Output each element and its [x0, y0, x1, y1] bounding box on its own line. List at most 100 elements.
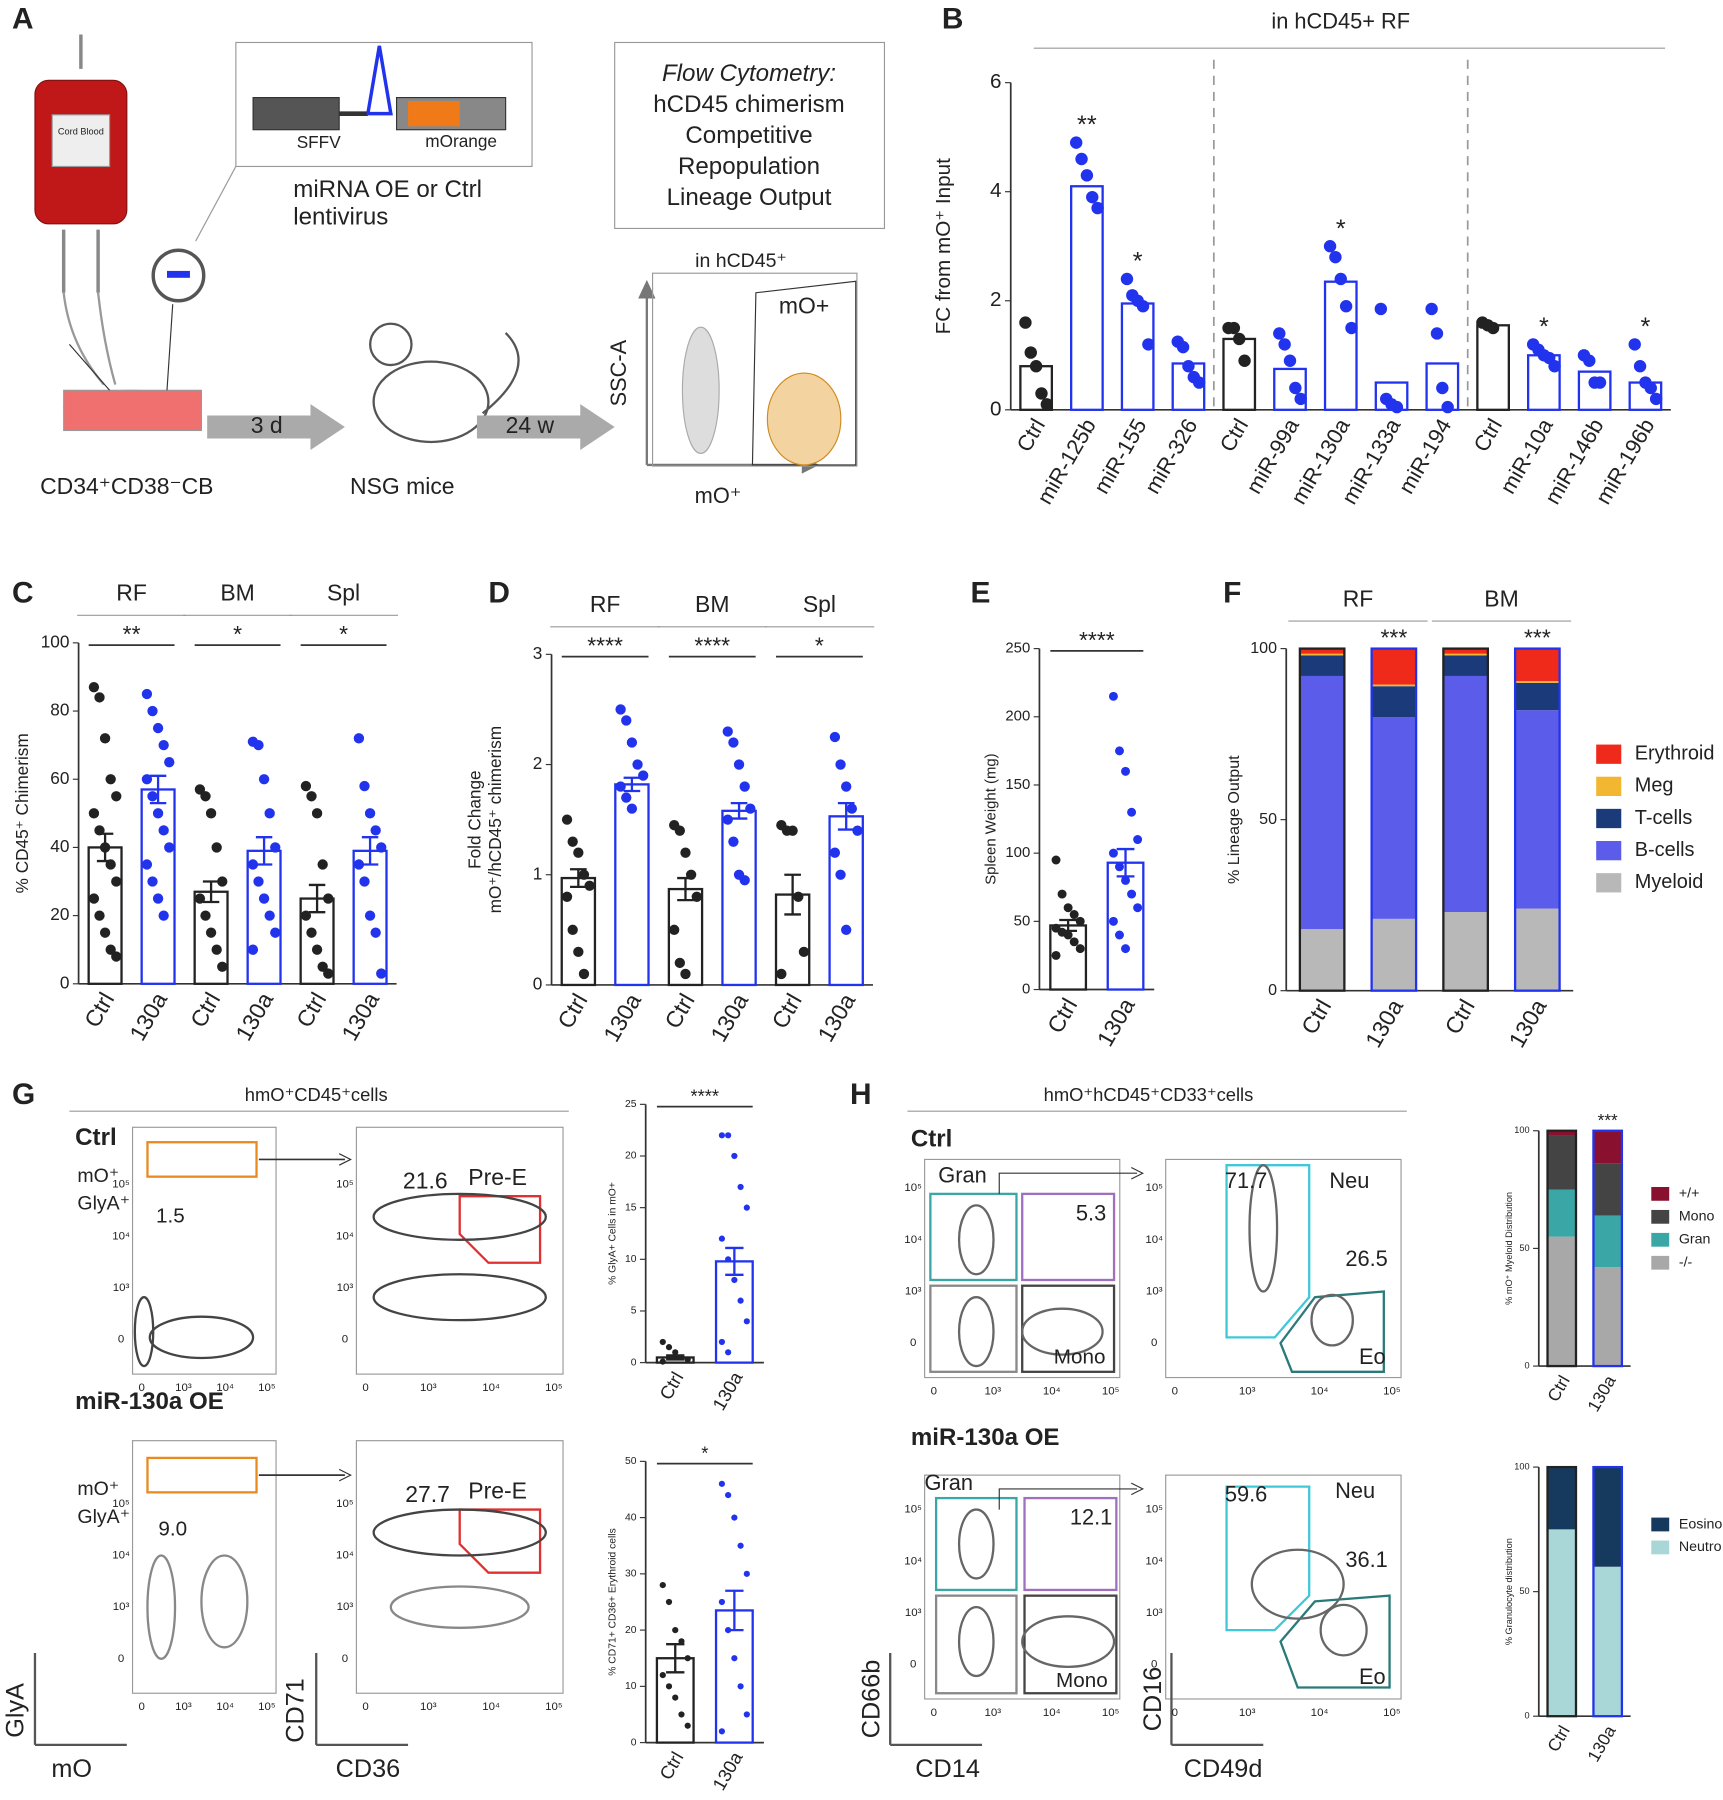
- flow-tick: 0: [139, 1701, 145, 1713]
- error-bar: [361, 836, 379, 866]
- significance: ****: [691, 1085, 720, 1106]
- flow-tick: 0: [910, 1337, 916, 1349]
- error-bar: [149, 774, 167, 805]
- data-point: [725, 1256, 732, 1263]
- data-point: [1628, 338, 1641, 351]
- data-point: [99, 733, 111, 744]
- x-tick-label: 130a: [124, 988, 172, 1045]
- bar-segment: [1593, 1267, 1622, 1367]
- data-point: [141, 774, 153, 785]
- data-point: [205, 927, 217, 938]
- data-point: [722, 726, 733, 737]
- data-point: [1051, 950, 1061, 960]
- y-tick-label: 40: [50, 836, 69, 856]
- data-point: [584, 880, 595, 891]
- legend-swatch: [1651, 1540, 1670, 1555]
- flow-tick: 10⁴: [904, 1555, 922, 1567]
- x-tick-label: Ctrl: [1215, 414, 1254, 456]
- y-tick-label: 0: [1268, 981, 1277, 999]
- bar: [1323, 280, 1358, 411]
- gate-label: mO+: [779, 293, 829, 319]
- bar-segment: [1515, 908, 1560, 991]
- data-point: [147, 705, 158, 717]
- data-point: [684, 1356, 691, 1363]
- significance: ***: [1524, 624, 1551, 650]
- bar-segment: [1371, 686, 1417, 718]
- y-tick-label: 50: [1014, 912, 1031, 929]
- flow-tick: 0: [910, 1659, 916, 1671]
- data-point: [615, 704, 626, 715]
- x-tick-label: Ctrl: [1543, 1722, 1574, 1755]
- data-point: [1593, 376, 1607, 389]
- gate-label: Gran: [938, 1162, 986, 1187]
- bar-outline: [1513, 647, 1561, 992]
- panel-letter: G: [12, 1078, 35, 1111]
- data-point: [1192, 376, 1206, 389]
- data-point: [258, 774, 270, 785]
- data-point: [615, 781, 626, 792]
- data-point: [152, 808, 164, 819]
- data-point: [164, 842, 175, 853]
- flow-axis-label: CD66b: [858, 1660, 886, 1739]
- panel-letter: F: [1223, 577, 1241, 610]
- bar: [714, 1260, 754, 1364]
- y-tick-label: 0: [631, 1357, 637, 1368]
- legend-label: T-cells: [1635, 807, 1693, 829]
- bar-segment: [1443, 912, 1488, 991]
- data-point: [1040, 398, 1054, 411]
- bar: [1476, 324, 1510, 411]
- flow-title: hmO⁺hCD45⁺CD33⁺cells: [1044, 1084, 1254, 1105]
- data-point: [728, 737, 739, 748]
- condition-label: miR-130a OE: [75, 1388, 224, 1415]
- panel-letter: B: [942, 3, 964, 36]
- data-point: [567, 924, 578, 936]
- y-tick-label: 3: [533, 643, 543, 663]
- bar-segment: [1299, 653, 1345, 656]
- data-point: [111, 791, 122, 802]
- bar: [1070, 185, 1104, 411]
- x-tick-label: Ctrl: [552, 989, 592, 1033]
- gate-freq: 9.0: [158, 1518, 187, 1541]
- data-point: [1486, 321, 1500, 335]
- flow-tick: 0: [931, 1707, 937, 1719]
- bar-segment: [1547, 1529, 1576, 1717]
- bar: [246, 849, 282, 985]
- data-point: [621, 715, 632, 726]
- x-tick-label: 130a: [812, 989, 860, 1046]
- data-point: [147, 791, 158, 802]
- y-axis-label: FC from mO⁺ Input: [932, 158, 955, 334]
- data-point: [1080, 169, 1094, 182]
- data-point: [200, 791, 211, 802]
- flow-tick: 10⁵: [904, 1182, 922, 1194]
- bar: [87, 846, 123, 985]
- chart-title: in hCD45+ RF: [1271, 9, 1410, 34]
- y-tick-label: 0: [1525, 1360, 1530, 1370]
- data-point: [731, 1514, 738, 1521]
- gate-name: Pre-E: [468, 1477, 527, 1503]
- data-point: [674, 957, 685, 969]
- data-point: [841, 924, 852, 936]
- gate-label: Eo: [1359, 1664, 1386, 1689]
- y-tick-label: 5: [631, 1306, 637, 1317]
- data-point: [718, 1480, 726, 1487]
- legend-swatch: [1651, 1186, 1670, 1201]
- step-label: 24 w: [506, 412, 555, 438]
- bar-segment: [1515, 682, 1560, 711]
- data-point: [88, 682, 100, 693]
- data-point: [111, 951, 122, 962]
- bar: [352, 849, 388, 985]
- data-point: [680, 847, 691, 858]
- flow-tick: 10³: [1239, 1385, 1256, 1397]
- legend-label: -/-: [1679, 1255, 1693, 1271]
- data-point: [674, 825, 685, 836]
- group-label: BM: [220, 580, 254, 606]
- flow-tick: 10⁵: [1383, 1707, 1401, 1719]
- group-label: RF: [1343, 585, 1374, 611]
- panel-letter: E: [971, 577, 991, 610]
- data-point: [158, 825, 169, 836]
- data-point: [253, 876, 264, 887]
- data-point: [1182, 360, 1195, 373]
- virus-text: lentivirus: [293, 203, 388, 230]
- gate-label: Neu: [1329, 1168, 1369, 1193]
- flow-tick: 10⁵: [258, 1701, 276, 1713]
